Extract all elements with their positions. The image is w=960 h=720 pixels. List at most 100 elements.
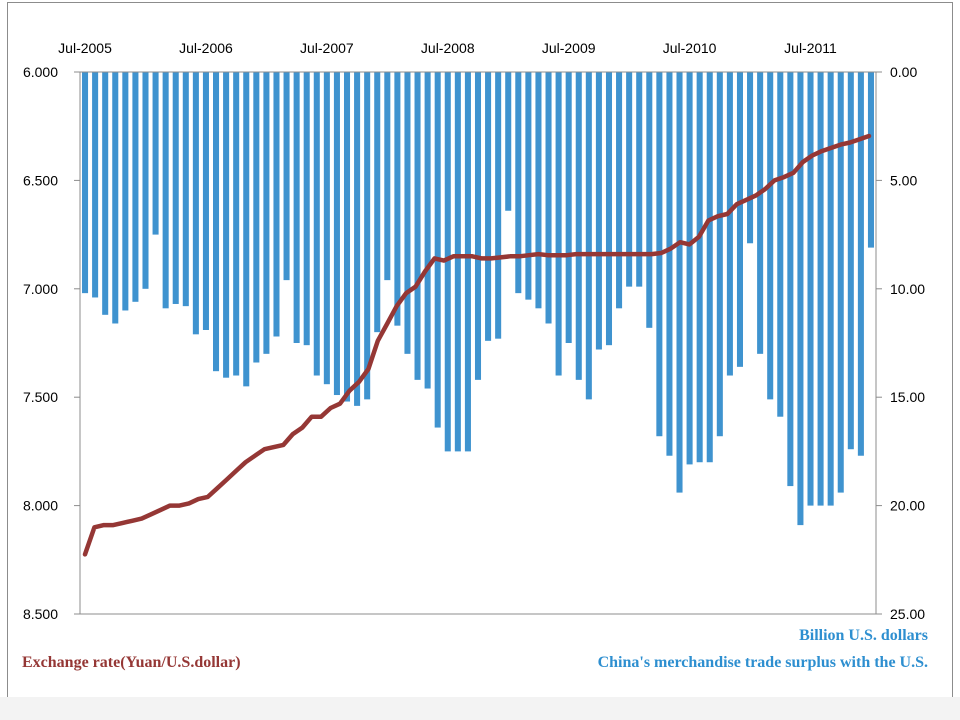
x-tick-label: Jul-2006 (179, 40, 233, 56)
x-tick-label: Jul-2008 (421, 40, 475, 56)
trade-surplus-bar (132, 72, 139, 302)
trade-surplus-bar (343, 72, 351, 402)
trade-surplus-bar (747, 72, 754, 244)
trade-surplus-bar (565, 72, 572, 343)
x-tick-label: Jul-2011 (784, 40, 837, 56)
trade-surplus-bar (736, 72, 743, 367)
trade-surplus-bar (706, 72, 713, 463)
trade-surplus-bar (555, 72, 562, 376)
trade-surplus-bar (273, 72, 280, 337)
bar-series (82, 72, 874, 526)
trade-surplus-bar (495, 72, 502, 339)
line-series-legend: Exchange rate(Yuan/U.S.dollar) (22, 654, 241, 671)
x-tick-label: Jul-2005 (58, 40, 112, 56)
trade-surplus-bar (202, 72, 209, 330)
exchange-rate-line (82, 133, 872, 557)
left-tick-label: 8.500 (23, 606, 58, 622)
trade-surplus-bar (626, 72, 633, 287)
line-series (82, 133, 872, 557)
right-tick-label: 25.00 (890, 606, 925, 622)
trade-surplus-bar (182, 72, 189, 307)
trade-surplus-bar (857, 72, 864, 456)
chart-plot: 6.000 6.500 7.000 7.500 8.000 8.500 0.00 5.00 10… (23, 40, 925, 622)
trade-surplus-bar (474, 72, 482, 380)
trade-surplus-bar (404, 72, 411, 354)
trade-surplus-bar (777, 72, 784, 417)
trade-surplus-bar (233, 72, 240, 376)
bar-series-legend: China's merchandise trade surplus with t… (597, 654, 928, 671)
trade-surplus-bar (253, 72, 260, 363)
trade-surplus-bar (374, 72, 381, 333)
trade-surplus-bar (505, 72, 512, 211)
trade-surplus-bar (92, 72, 99, 298)
trade-surplus-bar (666, 72, 673, 456)
trade-surplus-bar (575, 72, 582, 380)
trade-surplus-bar (122, 72, 129, 311)
trade-surplus-bar (293, 72, 300, 343)
trade-surplus-bar (485, 72, 492, 341)
trade-surplus-bar (696, 72, 703, 463)
trade-surplus-bar (112, 72, 119, 324)
trade-surplus-bar (424, 72, 431, 389)
trade-surplus-bar (313, 72, 320, 376)
axes: 6.000 6.500 7.000 7.500 8.000 8.500 0.00 5.00 10… (23, 40, 925, 622)
left-tick-label: 7.500 (23, 389, 58, 405)
trade-surplus-bar (545, 72, 552, 324)
trade-surplus-bar (172, 72, 179, 304)
left-tick-label: 8.000 (23, 498, 58, 514)
trade-surplus-bar (152, 72, 159, 235)
trade-surplus-bar (797, 72, 804, 526)
trade-surplus-bar (847, 72, 854, 450)
trade-surplus-bar (605, 72, 613, 346)
left-tick-label: 6.500 (23, 172, 58, 188)
trade-surplus-bar (283, 72, 290, 281)
trade-surplus-bar (757, 72, 764, 354)
trade-surplus-bar (716, 72, 723, 437)
x-tick-label: Jul-2007 (300, 40, 354, 56)
trade-surplus-bar (867, 72, 874, 248)
right-tick-label: 10.00 (890, 281, 925, 297)
trade-surplus-bar (827, 72, 834, 506)
trade-surplus-bar (807, 72, 814, 506)
trade-surplus-bar (646, 72, 653, 328)
trade-surplus-bar (384, 72, 391, 281)
trade-surplus-bar (767, 72, 774, 400)
trade-surplus-bar (525, 72, 532, 300)
trade-surplus-bar (515, 72, 522, 294)
right-tick-label: 20.00 (890, 498, 925, 514)
trade-surplus-bar (676, 72, 683, 493)
slide-footer-strip (0, 697, 960, 720)
trade-surplus-bar (364, 72, 371, 400)
trade-surplus-bar (102, 72, 109, 315)
trade-surplus-bar (636, 72, 643, 287)
trade-surplus-bar (535, 72, 542, 309)
x-tick-label: Jul-2009 (542, 40, 596, 56)
bar-unit-label: Billion U.S. dollars (799, 627, 928, 644)
trade-surplus-bar (464, 72, 471, 452)
right-tick-label: 5.00 (890, 172, 917, 188)
trade-surplus-bar (162, 72, 169, 309)
right-tick-label: 15.00 (890, 389, 925, 405)
trade-surplus-bar (263, 72, 270, 354)
left-tick-label: 6.000 (23, 64, 58, 80)
trade-surplus-bar (223, 72, 230, 378)
trade-surplus-bar (142, 72, 149, 289)
trade-surplus-bar (394, 72, 401, 326)
trade-surplus-bar (354, 72, 361, 406)
trade-surplus-bar (585, 72, 592, 400)
right-tick-label: 0.00 (890, 64, 917, 80)
trade-surplus-bar (454, 72, 461, 452)
trade-surplus-bar (837, 72, 844, 493)
trade-surplus-bar (444, 72, 451, 452)
x-tick-label: Jul-2010 (663, 40, 717, 56)
trade-surplus-bar (434, 72, 441, 428)
trade-surplus-bar (817, 72, 824, 506)
trade-surplus-bar (686, 72, 693, 465)
trade-surplus-bar (243, 72, 250, 387)
trade-surplus-bar (726, 72, 733, 376)
trade-surplus-bar (213, 72, 220, 372)
trade-surplus-bar (303, 72, 310, 346)
trade-surplus-bar (414, 72, 421, 380)
left-tick-label: 7.000 (23, 281, 58, 297)
trade-surplus-bar (616, 72, 623, 309)
